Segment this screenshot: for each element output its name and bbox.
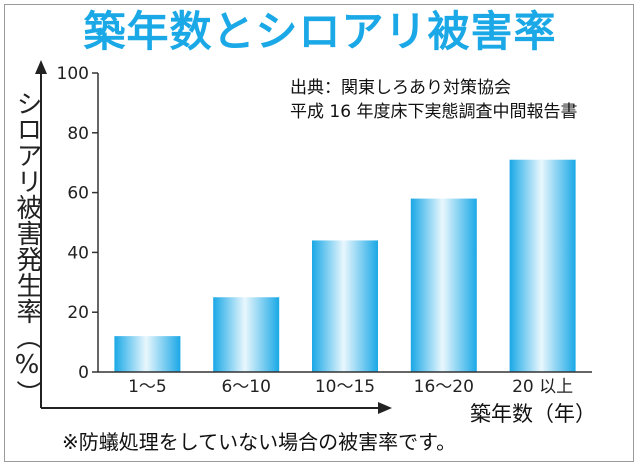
y-tick-label-5: 80	[67, 124, 89, 144]
y-tick-label-1: 0	[78, 363, 89, 383]
bar-4	[410, 198, 477, 372]
x-axis-label: 築年数（年）	[470, 402, 596, 426]
y-tick-label-4: 60	[67, 184, 89, 204]
source-note: 出典：関東しろあり対策協会 平成 16 年度床下実態調査中間報告書	[290, 76, 577, 124]
bar-5	[509, 159, 576, 372]
source-line-1: 出典：関東しろあり対策協会	[290, 78, 511, 98]
x-arrow-head	[378, 402, 392, 414]
chart-title: 築年数とシロアリ被害率	[83, 7, 557, 56]
y-arrow-head	[35, 60, 47, 74]
footnote: ※防蟻処理をしていない場合の被害率です。	[62, 430, 457, 454]
bar-1	[114, 336, 181, 372]
y-tick-label-2: 20	[67, 303, 89, 323]
y-tick-label-6: 100	[57, 64, 89, 84]
x-tick-label-3: 10〜15	[315, 377, 375, 397]
x-tick-label-1: 1〜5	[128, 377, 167, 397]
y-tick-label-3: 40	[67, 243, 89, 263]
source-line-2: 平成 16 年度床下実態調査中間報告書	[290, 102, 578, 122]
x-tick-label-5: 20 以上	[512, 377, 573, 397]
y-axis-label: シロアリ被害発生率（%）	[12, 90, 42, 406]
chart-frame	[4, 4, 634, 462]
x-tick-label-2: 6〜10	[221, 377, 270, 397]
bar-2	[213, 297, 280, 372]
bar-3	[312, 240, 378, 372]
x-tick-label-4: 16〜20	[414, 377, 474, 397]
